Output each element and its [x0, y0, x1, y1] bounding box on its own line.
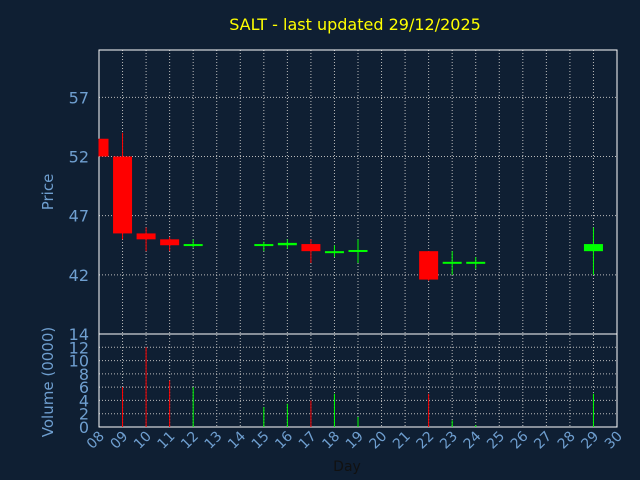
x-tick-label: 28 — [555, 429, 579, 453]
candle-body — [113, 156, 133, 234]
x-tick-label: 27 — [531, 429, 555, 453]
x-tick-label: 19 — [343, 429, 367, 453]
x-tick-label: 20 — [366, 429, 390, 453]
price-tick-label: 42 — [69, 266, 89, 285]
candle-body — [277, 242, 297, 246]
x-tick-label: 10 — [131, 429, 155, 453]
candle-body — [583, 244, 603, 252]
volume-tick-label: 8 — [79, 365, 89, 384]
x-tick-label: 09 — [107, 429, 131, 453]
x-tick-label: 17 — [296, 429, 320, 453]
x-tick-label: 11 — [155, 429, 179, 453]
volume-tick-label: 12 — [69, 338, 89, 357]
x-tick-label: 26 — [508, 428, 532, 452]
chart-title: SALT - last updated 29/12/2025 — [229, 15, 481, 34]
candle-body — [183, 244, 203, 247]
candle-body — [254, 244, 274, 247]
x-tick-label: 13 — [202, 429, 226, 453]
price-tick-label: 47 — [69, 207, 89, 226]
volume-tick-label: 6 — [79, 378, 89, 397]
x-tick-label: 15 — [249, 429, 273, 453]
x-tick-label: 22 — [414, 429, 438, 453]
x-tick-label: 14 — [225, 428, 249, 452]
x-tick-label: 16 — [272, 428, 296, 452]
x-tick-label: 21 — [390, 429, 414, 453]
x-tick-label: 30 — [602, 429, 626, 453]
candle-body — [301, 244, 321, 252]
price-tick-label: 57 — [69, 88, 89, 107]
x-axis-label: Day — [333, 459, 361, 475]
candle-body — [419, 251, 439, 280]
candle-body — [160, 239, 180, 246]
volume-tick-label: 10 — [69, 352, 89, 371]
x-tick-label: 12 — [178, 429, 202, 453]
candle-body — [324, 251, 344, 254]
y-axis-label-volume: Volume (0000) — [39, 327, 57, 437]
price-tick-label: 52 — [69, 148, 89, 167]
volume-tick-label: 0 — [79, 418, 89, 437]
x-tick-label: 25 — [484, 429, 508, 453]
volume-tick-label: 14 — [69, 325, 89, 344]
candle-body — [136, 233, 156, 240]
candle-body — [466, 261, 486, 264]
candle-body — [442, 261, 462, 264]
candle-body — [348, 249, 368, 252]
volume-tick-label: 4 — [79, 391, 89, 410]
x-tick-label: 18 — [319, 429, 343, 453]
volume-tick-label: 2 — [79, 405, 89, 424]
candle-body — [99, 138, 109, 157]
x-tick-label: 23 — [437, 429, 461, 453]
x-tick-label: 24 — [461, 428, 485, 452]
y-axis-label-price: Price — [39, 174, 57, 211]
x-tick-label: 29 — [578, 429, 602, 453]
